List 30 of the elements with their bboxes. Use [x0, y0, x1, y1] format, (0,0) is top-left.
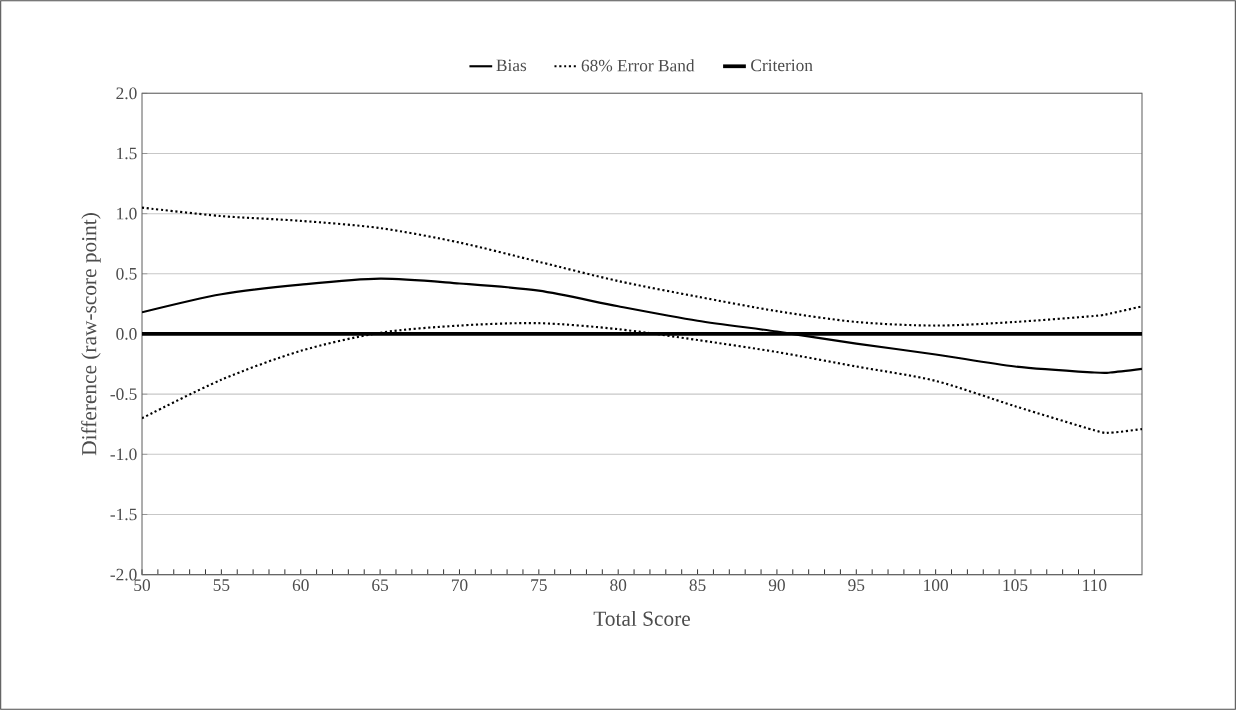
y-tick-label: 0.5: [116, 267, 137, 280]
x-tick-label: 100: [924, 579, 948, 592]
line-series: [142, 322, 1142, 434]
x-tick-label: 95: [848, 579, 865, 592]
x-tick-label: 90: [768, 579, 785, 592]
y-tick-label: -1.0: [110, 448, 137, 461]
x-tick-label: 60: [292, 579, 309, 592]
legend-label: Bias: [496, 59, 527, 72]
y-tick-label: 2.0: [116, 87, 137, 100]
x-tick-label: 80: [610, 579, 627, 592]
y-tick-label: 1.5: [117, 147, 137, 160]
y-axis-title: Difference (raw-score point): [81, 213, 101, 456]
x-tick-label: 70: [451, 579, 468, 592]
x-tick-label: 50: [134, 579, 151, 592]
x-tick-label: 110: [1083, 579, 1107, 592]
x-tick-label: 85: [689, 579, 706, 592]
y-tick-label: 0.0: [116, 328, 137, 340]
x-tick-label: 105: [1003, 579, 1028, 592]
x-tick-label: 75: [531, 579, 547, 591]
line-series: [142, 277, 1142, 374]
y-tick-label: 1.0: [117, 207, 137, 220]
line-series: [142, 206, 1142, 327]
legend-label: 68% Error Band: [581, 59, 695, 72]
y-tick-label: -1.5: [110, 508, 137, 521]
x-tick-label: 65: [372, 579, 389, 592]
y-tick-label: -0.5: [110, 388, 137, 401]
x-axis-title: Total Score: [593, 610, 690, 626]
legend-label: Criterion: [751, 59, 813, 72]
y-tick-label: -2.0: [110, 568, 137, 581]
x-tick-label: 55: [213, 579, 230, 591]
